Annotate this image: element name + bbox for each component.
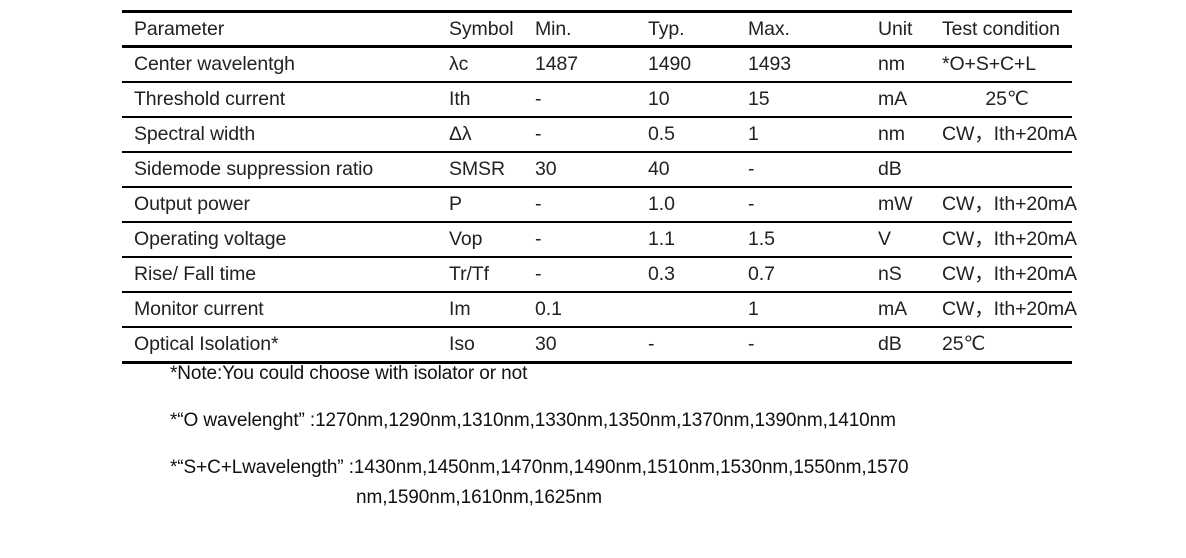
cell-min: -	[535, 222, 648, 258]
note-scl-wavelength: *“S+C+Lwavelength” :1430nm,1450nm,1470nm…	[170, 457, 909, 478]
cell-max: 1	[748, 292, 878, 328]
cell-test-condition: CW，Ith+20mA	[942, 292, 1077, 328]
cell-symbol: Iso	[449, 327, 535, 364]
table-row: Output power P - 1.0 - mW CW，Ith+20mA	[122, 187, 1077, 223]
cell-test-condition: CW，Ith+20mA	[942, 222, 1077, 258]
table-row: Sidemode suppression ratio SMSR 30 40 - …	[122, 152, 1072, 188]
cell-parameter: Operating voltage	[122, 222, 449, 258]
cell-parameter: Threshold current	[122, 82, 449, 118]
cell-min: 0.1	[535, 292, 648, 328]
cell-symbol: Δλ	[449, 117, 535, 153]
cell-typ: 0.3	[648, 257, 748, 293]
table-row: Center wavelentgh λc 1487 1490 1493 nm *…	[122, 46, 1072, 83]
cell-min: -	[535, 187, 648, 223]
cell-typ	[648, 292, 748, 328]
cell-parameter: Monitor current	[122, 292, 449, 328]
cell-typ: 0.5	[648, 117, 748, 153]
cell-parameter: Output power	[122, 187, 449, 223]
cell-unit: V	[878, 222, 942, 258]
cell-min: -	[535, 257, 648, 293]
table-header-row: Parameter Symbol Min. Typ. Max. Unit Tes…	[122, 10, 1072, 48]
cell-max: 15	[748, 82, 878, 118]
cell-min: -	[535, 82, 648, 118]
note-o-wavelength: *“O wavelenght” :1270nm,1290nm,1310nm,13…	[170, 410, 896, 431]
cell-typ: 1.0	[648, 187, 748, 223]
cell-unit: dB	[878, 152, 942, 188]
cell-test-condition: 25℃	[942, 82, 1072, 118]
cell-unit: nm	[878, 46, 942, 83]
column-header-parameter: Parameter	[122, 10, 449, 48]
table-body: Center wavelentgh λc 1487 1490 1493 nm *…	[122, 46, 1077, 364]
cell-max: 1493	[748, 46, 878, 83]
table-header: Parameter Symbol Min. Typ. Max. Unit Tes…	[122, 10, 1072, 48]
cell-parameter: Optical Isolation*	[122, 327, 449, 364]
cell-typ: 1.1	[648, 222, 748, 258]
cell-typ: 40	[648, 152, 748, 188]
note-isolator: *Note:You could choose with isolator or …	[170, 363, 528, 384]
cell-unit: nS	[878, 257, 942, 293]
cell-symbol: Tr/Tf	[449, 257, 535, 293]
cell-test-condition: CW，Ith+20mA	[942, 117, 1077, 153]
cell-parameter: Center wavelentgh	[122, 46, 449, 83]
cell-min: -	[535, 117, 648, 153]
cell-test-condition: CW，Ith+20mA	[942, 187, 1077, 223]
cell-unit: mA	[878, 82, 942, 118]
column-header-test-condition: Test condition	[942, 10, 1072, 48]
column-header-max: Max.	[748, 10, 878, 48]
cell-test-condition: 25℃	[942, 327, 1072, 364]
cell-symbol: P	[449, 187, 535, 223]
column-header-typ: Typ.	[648, 10, 748, 48]
cell-test-condition: *O+S+C+L	[942, 46, 1072, 83]
cell-max: -	[748, 327, 878, 364]
cell-unit: dB	[878, 327, 942, 364]
cell-symbol: Vop	[449, 222, 535, 258]
cell-unit: nm	[878, 117, 942, 153]
cell-max: 1.5	[748, 222, 878, 258]
cell-symbol: SMSR	[449, 152, 535, 188]
table-row: Threshold current Ith - 10 15 mA 25℃	[122, 82, 1072, 118]
table-row: Operating voltage Vop - 1.1 1.5 V CW，Ith…	[122, 222, 1077, 258]
cell-typ: 10	[648, 82, 748, 118]
column-header-unit: Unit	[878, 10, 942, 48]
optical-specifications-table: Parameter Symbol Min. Typ. Max. Unit Tes…	[122, 10, 1077, 364]
cell-min: 1487	[535, 46, 648, 83]
note-scl-wavelength-continued: nm,1590nm,1610nm,1625nm	[356, 487, 602, 508]
table-row: Optical Isolation* Iso 30 - - dB 25℃	[122, 327, 1072, 364]
cell-max: 1	[748, 117, 878, 153]
column-header-min: Min.	[535, 10, 648, 48]
cell-max: -	[748, 152, 878, 188]
cell-parameter: Sidemode suppression ratio	[122, 152, 449, 188]
table-row: Rise/ Fall time Tr/Tf - 0.3 0.7 nS CW，It…	[122, 257, 1077, 293]
cell-max: -	[748, 187, 878, 223]
cell-min: 30	[535, 152, 648, 188]
table-row: Spectral width Δλ - 0.5 1 nm CW，Ith+20mA	[122, 117, 1077, 153]
cell-test-condition	[942, 152, 1072, 188]
cell-typ: -	[648, 327, 748, 364]
column-header-symbol: Symbol	[449, 10, 535, 48]
cell-typ: 1490	[648, 46, 748, 83]
cell-unit: mA	[878, 292, 942, 328]
cell-symbol: Im	[449, 292, 535, 328]
cell-parameter: Spectral width	[122, 117, 449, 153]
cell-unit: mW	[878, 187, 942, 223]
cell-symbol: Ith	[449, 82, 535, 118]
cell-min: 30	[535, 327, 648, 364]
table-row: Monitor current Im 0.1 1 mA CW，Ith+20mA	[122, 292, 1077, 328]
cell-test-condition: CW，Ith+20mA	[942, 257, 1077, 293]
cell-symbol: λc	[449, 46, 535, 83]
cell-max: 0.7	[748, 257, 878, 293]
cell-parameter: Rise/ Fall time	[122, 257, 449, 293]
